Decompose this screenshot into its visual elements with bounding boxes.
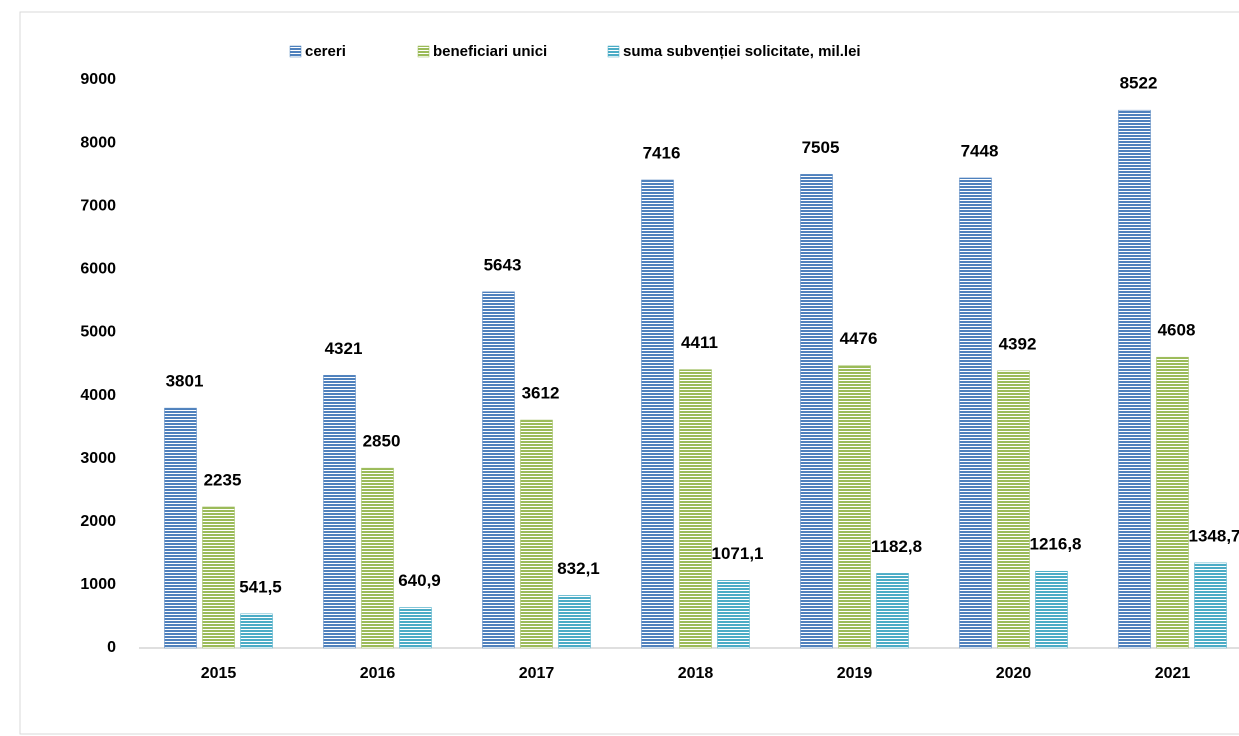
x-tick-label: 2019: [837, 665, 873, 682]
x-tick-label: 2020: [996, 665, 1032, 682]
bar: [164, 407, 197, 649]
y-tick-label: 6000: [80, 261, 116, 278]
data-label: 7505: [802, 138, 840, 157]
legend-label: cereri: [305, 43, 346, 60]
bar: [641, 179, 674, 649]
bar: [1035, 570, 1068, 649]
y-tick-label: 4000: [80, 387, 116, 404]
bar: [997, 370, 1030, 649]
x-tick-label: 2016: [360, 665, 396, 682]
legend-swatch: [289, 45, 302, 58]
legend-label: suma subvenției solicitate, mil.lei: [623, 43, 861, 60]
data-label: 640,9: [398, 571, 441, 590]
data-label: 4392: [999, 334, 1037, 353]
bar: [1118, 109, 1151, 649]
y-tick-label: 5000: [80, 324, 116, 341]
y-tick-label: 0: [107, 639, 116, 656]
bar: [202, 506, 235, 649]
data-label: 3801: [166, 372, 204, 391]
data-label: 2850: [363, 432, 401, 451]
bar: [1194, 562, 1227, 649]
y-tick-label: 2000: [80, 513, 116, 530]
data-label: 7416: [643, 143, 681, 162]
data-label: 4321: [325, 339, 363, 358]
data-label: 4476: [840, 329, 878, 348]
bar: [558, 595, 591, 649]
bar: [399, 607, 432, 649]
data-label: 4411: [681, 333, 718, 352]
legend-swatch: [607, 45, 620, 58]
x-tick-label: 2015: [201, 665, 237, 682]
legend-swatch: [417, 45, 430, 58]
data-label: 4608: [1158, 321, 1196, 340]
chart-frame: [19, 11, 1239, 735]
bar: [520, 419, 553, 649]
data-label: 1348,7: [1189, 526, 1239, 545]
data-label: 3612: [522, 384, 560, 403]
bar: [838, 365, 871, 649]
y-tick-label: 1000: [80, 576, 116, 593]
data-label: 2235: [204, 470, 242, 489]
bar: [1156, 356, 1189, 649]
data-label: 541,5: [239, 577, 282, 596]
y-tick-label: 3000: [80, 450, 116, 467]
y-tick-label: 9000: [80, 71, 116, 88]
bar: [361, 467, 394, 649]
data-label: 1216,8: [1030, 535, 1082, 554]
bar: [482, 291, 515, 649]
bar: [800, 174, 833, 649]
data-label: 8522: [1120, 74, 1158, 93]
bar: [240, 613, 273, 649]
bar: [959, 177, 992, 649]
x-tick-label: 2018: [678, 665, 714, 682]
data-label: 1182,8: [871, 537, 922, 556]
legend-label: beneficiari unici: [433, 43, 547, 60]
data-label: 7448: [961, 141, 999, 160]
data-label: 5643: [484, 255, 522, 274]
bar: [679, 369, 712, 649]
data-label: 832,1: [557, 559, 600, 578]
x-tick-label: 2017: [519, 665, 555, 682]
y-tick-label: 7000: [80, 197, 116, 214]
y-tick-label: 8000: [80, 134, 116, 151]
bar: [717, 580, 750, 649]
bar: [323, 375, 356, 649]
data-label: 1071,1: [712, 544, 764, 563]
bar: [876, 573, 909, 649]
x-tick-label: 2021: [1155, 665, 1191, 682]
